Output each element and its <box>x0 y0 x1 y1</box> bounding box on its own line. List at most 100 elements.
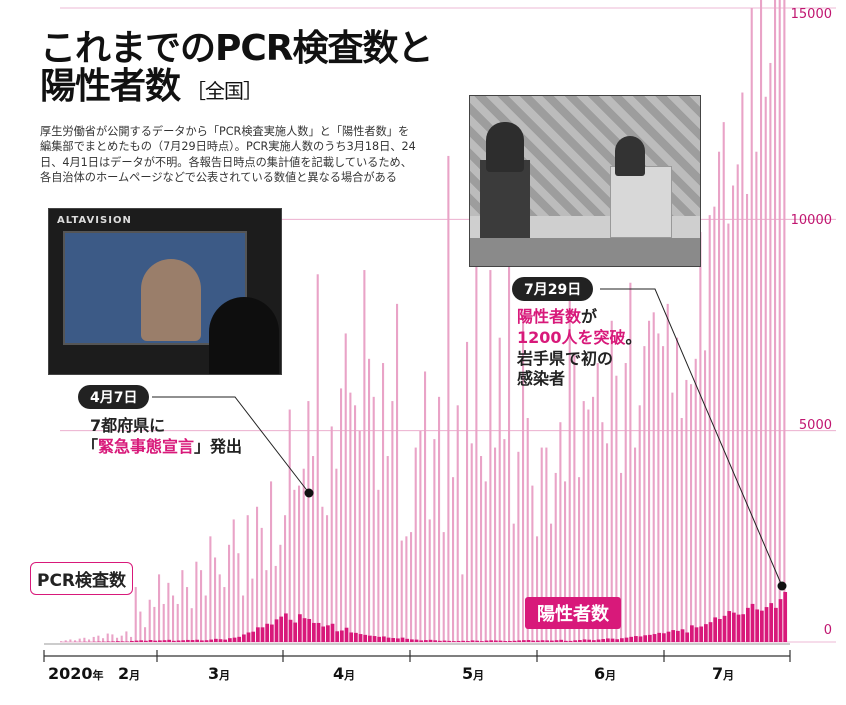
pcr-bar <box>494 447 497 642</box>
pcr-bar <box>307 401 310 642</box>
positive-bar <box>298 614 302 642</box>
annotation-apr7-open: 「 <box>82 436 99 456</box>
annotation-jul29-line1: 陽性者数が <box>517 307 642 328</box>
positive-bar <box>708 622 713 642</box>
pcr-bar <box>475 134 478 643</box>
pcr-bar <box>391 401 394 642</box>
positive-bar <box>760 610 764 642</box>
pcr-bar <box>442 532 445 642</box>
positive-bar <box>526 640 531 642</box>
pcr-bar <box>480 456 483 642</box>
pcr-bar <box>242 595 245 642</box>
pcr-bar <box>312 456 315 642</box>
positive-bar <box>130 640 134 642</box>
positive-bar <box>172 640 176 642</box>
pcr-bar <box>288 409 291 642</box>
positive-bar <box>111 641 116 642</box>
xaxis-month-may-num: 5 <box>462 664 474 683</box>
leader-apr7-line <box>152 396 310 494</box>
pcr-bar <box>144 627 147 642</box>
leader-jul29-dot <box>777 581 787 591</box>
positive-bar <box>685 632 690 642</box>
pcr-bar <box>200 570 203 642</box>
pcr-bar <box>732 185 735 642</box>
pcr-bar <box>270 481 273 642</box>
pcr-bar <box>209 536 212 642</box>
pcr-bar <box>97 635 100 642</box>
positive-bar <box>480 641 484 642</box>
pcr-bar <box>680 417 683 642</box>
positive-bar <box>228 638 232 642</box>
positive-bar <box>662 633 666 642</box>
pcr-bar <box>414 447 417 642</box>
pcr-bar <box>694 358 697 642</box>
positive-bar <box>722 615 727 642</box>
positive-bar <box>330 623 335 642</box>
positive-bar <box>218 639 223 642</box>
pcr-bar <box>148 599 151 642</box>
positive-bar <box>727 611 732 642</box>
positive-bar <box>736 614 741 642</box>
positive-bar <box>326 625 330 642</box>
pcr-bar <box>676 337 679 642</box>
positive-bar <box>223 639 228 642</box>
positive-bar <box>424 640 428 642</box>
positive-bar <box>368 635 372 642</box>
positive-bar <box>624 637 629 642</box>
pcr-bar <box>326 515 329 642</box>
positive-bar <box>783 592 788 642</box>
positive-bar <box>284 613 288 642</box>
positive-bar <box>596 639 601 642</box>
pcr-bar <box>536 536 539 642</box>
positive-bar <box>139 640 144 642</box>
positive-bar <box>302 618 307 642</box>
legend-positive: 陽性者数 <box>525 597 621 629</box>
positive-bar <box>531 640 536 642</box>
pcr-bar <box>652 312 655 642</box>
pcr-bar <box>736 164 739 642</box>
positive-bar <box>470 640 475 642</box>
annotation-apr7-close: 」発出 <box>194 436 243 456</box>
pcr-bar <box>489 270 492 642</box>
pcr-bar <box>162 603 165 642</box>
positive-bar <box>456 640 461 642</box>
pcr-bar <box>545 447 548 642</box>
positive-bar <box>498 640 503 642</box>
xaxis-month-apr-unit: 月 <box>344 669 356 682</box>
positive-bar <box>750 603 755 642</box>
pcr-bar <box>83 637 86 642</box>
pcr-bar <box>321 506 324 642</box>
xaxis-month-may: 5月 <box>462 664 484 683</box>
positive-bar <box>116 641 120 642</box>
pcr-bar <box>167 582 170 642</box>
positive-bar <box>134 640 139 642</box>
positive-bar <box>648 634 652 642</box>
photo-press-conference <box>469 95 701 267</box>
photo1-viewer <box>209 297 279 374</box>
positive-bar <box>573 640 578 642</box>
positive-bar <box>260 627 265 642</box>
pcr-bar <box>400 540 403 642</box>
positive-bar <box>405 638 410 642</box>
pcr-bar <box>111 634 114 642</box>
pcr-bar <box>643 346 646 642</box>
pcr-bar <box>363 270 366 642</box>
annotation-jul29-pink1: 陽性者数 <box>517 307 582 326</box>
leader-jul29-line <box>600 288 783 587</box>
pcr-bar <box>340 388 343 642</box>
positive-bar <box>699 626 704 642</box>
pcr-bar <box>466 341 469 642</box>
pcr-bar <box>624 363 627 642</box>
positive-bar <box>176 640 181 642</box>
positive-bar <box>148 640 153 642</box>
ytick-0: 0 <box>823 623 832 638</box>
positive-bar <box>587 639 592 642</box>
positive-bar <box>508 640 512 642</box>
positive-bar <box>274 619 279 642</box>
ytick-10000: 10000 <box>790 213 832 228</box>
pcr-bar <box>610 320 613 642</box>
pcr-bar <box>648 320 651 642</box>
positive-bar <box>484 640 489 642</box>
pcr-bar <box>232 519 235 642</box>
pcr-bar <box>438 396 441 642</box>
